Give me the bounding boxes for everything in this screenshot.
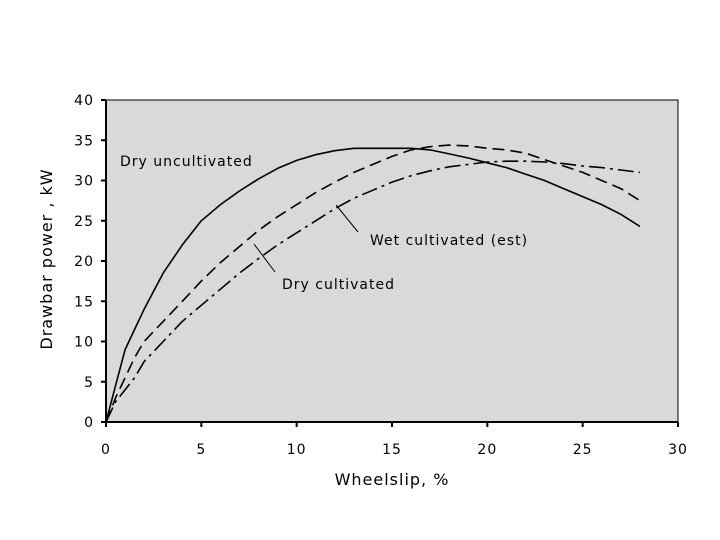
y-tick-label: 5 (84, 375, 94, 391)
label-dry-uncultivated: Dry uncultivated (120, 154, 253, 170)
y-tick-label: 10 (74, 335, 94, 351)
label-dry-cultivated: Dry cultivated (282, 277, 395, 293)
annotation-leader (335, 204, 359, 233)
label-wet-cultivated: Wet cultivated (est) (370, 233, 528, 249)
series-dry-cultivated (105, 160, 640, 423)
x-tick-label: 10 (287, 442, 307, 458)
y-tick-label: 40 (74, 93, 94, 109)
series-dry-uncultivated (105, 147, 641, 423)
x-tick-label: 30 (668, 442, 688, 458)
y-tick-label: 30 (74, 174, 94, 190)
x-tick-label: 0 (101, 442, 111, 458)
plot-area (105, 99, 679, 423)
y-tick-label: 15 (74, 294, 94, 310)
x-tick-label: 5 (196, 442, 206, 458)
annotation-layer: Dry uncultivated Wet cultivated (est) Dry … (120, 154, 528, 293)
y-tick-label: 0 (84, 415, 94, 431)
series-layer (105, 144, 641, 423)
y-tick-label: 20 (74, 254, 94, 270)
series-wet-cultivated (105, 144, 641, 423)
y-tick-label: 35 (74, 133, 94, 149)
x-tick-label: 15 (382, 442, 402, 458)
y-axis-title: Drawbar power , kW (37, 168, 56, 349)
x-axis-title: Wheelslip, % (335, 470, 450, 489)
y-tick-label: 25 (74, 214, 94, 230)
x-tick-label: 20 (477, 442, 497, 458)
annotation-leader (253, 243, 276, 273)
axis-layer: 0 5 10 15 20 25 30 35 40 0 5 10 15 20 25 30 (74, 93, 688, 458)
x-tick-label: 25 (573, 442, 593, 458)
